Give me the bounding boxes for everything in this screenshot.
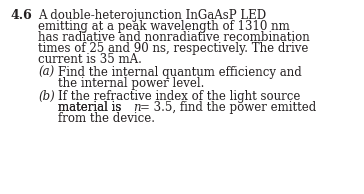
Text: (b): (b) bbox=[38, 90, 55, 103]
Text: the internal power level.: the internal power level. bbox=[58, 77, 204, 90]
Text: times of 25 and 90 ns, respectively. The drive: times of 25 and 90 ns, respectively. The… bbox=[38, 42, 308, 55]
Text: material is: material is bbox=[58, 101, 125, 114]
Text: (a): (a) bbox=[38, 66, 54, 79]
Text: has radiative and nonradiative recombination: has radiative and nonradiative recombina… bbox=[38, 31, 310, 44]
Text: 4.6: 4.6 bbox=[10, 9, 32, 22]
Text: A double-heterojunction InGaAsP LED: A double-heterojunction InGaAsP LED bbox=[38, 9, 266, 22]
Text: = 3.5, find the power emitted: = 3.5, find the power emitted bbox=[140, 101, 316, 114]
Text: current is 35 mA.: current is 35 mA. bbox=[38, 53, 142, 66]
Text: n: n bbox=[133, 101, 141, 114]
Text: emitting at a peak wavelength of 1310 nm: emitting at a peak wavelength of 1310 nm bbox=[38, 20, 290, 33]
Text: Find the internal quantum efficiency and: Find the internal quantum efficiency and bbox=[58, 66, 302, 79]
Text: material is: material is bbox=[58, 101, 125, 114]
Text: from the device.: from the device. bbox=[58, 112, 155, 125]
Text: If the refractive index of the light source: If the refractive index of the light sou… bbox=[58, 90, 300, 103]
